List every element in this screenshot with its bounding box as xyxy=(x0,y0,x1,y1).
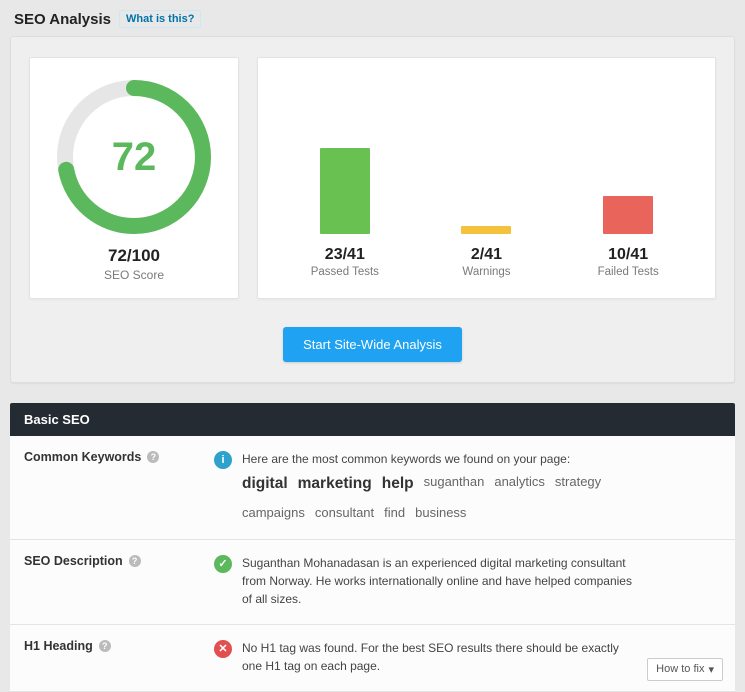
score-ratio: 72/100 xyxy=(108,246,160,266)
how-to-fix-button[interactable]: How to fix ▾ xyxy=(647,658,723,681)
score-sublabel: SEO Score xyxy=(104,268,164,282)
bar xyxy=(603,196,653,234)
bar-column xyxy=(558,196,698,234)
row-body: ✓ Suganthan Mohanadasan is an experienced… xyxy=(214,554,721,608)
info-icon: i xyxy=(214,451,232,469)
tests-bar-chart xyxy=(274,80,699,234)
bar-column xyxy=(275,148,415,234)
row-name: Common Keywords xyxy=(24,450,141,464)
row-name: H1 Heading xyxy=(24,639,93,653)
cards-row: 72 72/100 SEO Score 23/41 Passed Tests2/4… xyxy=(29,57,716,299)
check-icon: ✓ xyxy=(214,555,232,573)
keyword: help xyxy=(382,472,414,495)
bar-sublabel: Passed Tests xyxy=(275,266,415,278)
how-to-fix-label: How to fix xyxy=(656,663,704,675)
section-row: SEO Description?✓Suganthan Mohanadasan i… xyxy=(10,540,735,625)
page-header: SEO Analysis What is this? xyxy=(0,0,745,36)
score-card: 72 72/100 SEO Score xyxy=(29,57,239,299)
chevron-down-icon: ▾ xyxy=(708,663,714,676)
keyword: suganthan xyxy=(424,472,485,495)
section-row: H1 Heading?✕No H1 tag was found. For the… xyxy=(10,625,735,692)
score-ring: 72 xyxy=(57,80,211,234)
page-title: SEO Analysis xyxy=(14,11,111,28)
score-value: 72 xyxy=(57,80,211,234)
row-body: i Here are the most common keywords we fo… xyxy=(214,450,721,523)
bar-label-group: 10/41 Failed Tests xyxy=(558,234,698,278)
bar xyxy=(461,226,511,234)
keyword: business xyxy=(415,503,466,523)
row-left: SEO Description? xyxy=(24,554,214,568)
bar xyxy=(320,148,370,234)
section-row: Common Keywords?iHere are the most commo… xyxy=(10,436,735,540)
start-analysis-button[interactable]: Start Site-Wide Analysis xyxy=(283,327,462,362)
keyword: campaigns xyxy=(242,503,305,523)
bar-label-group: 23/41 Passed Tests xyxy=(275,234,415,278)
section-header: Basic SEO xyxy=(10,403,735,436)
bar-ratio: 2/41 xyxy=(416,246,556,264)
row-left: H1 Heading? xyxy=(24,639,214,653)
bar-ratio: 10/41 xyxy=(558,246,698,264)
bar-sublabel: Failed Tests xyxy=(558,266,698,278)
analysis-panel: 72 72/100 SEO Score 23/41 Passed Tests2/4… xyxy=(10,36,735,383)
tests-card: 23/41 Passed Tests2/41 Warnings10/41 Failed… xyxy=(257,57,716,299)
keyword: find xyxy=(384,503,405,523)
bar-label-group: 2/41 Warnings xyxy=(416,234,556,278)
keyword: marketing xyxy=(298,472,372,495)
row-content: No H1 tag was found. For the best SEO re… xyxy=(242,639,641,675)
keywords-list: digital marketing help suganthan analytics st… xyxy=(242,472,641,523)
bar-ratio: 23/41 xyxy=(275,246,415,264)
cta-row: Start Site-Wide Analysis xyxy=(29,327,716,362)
row-left: Common Keywords? xyxy=(24,450,214,464)
keyword: strategy xyxy=(555,472,601,495)
help-icon[interactable]: ? xyxy=(99,640,111,652)
keyword: digital xyxy=(242,472,288,495)
row-body: ✕ No H1 tag was found. For the best SEO r… xyxy=(214,639,721,675)
keyword: consultant xyxy=(315,503,374,523)
keywords-intro: Here are the most common keywords we fou… xyxy=(242,450,641,468)
keyword: analytics xyxy=(494,472,545,495)
help-link[interactable]: What is this? xyxy=(119,10,201,28)
basic-seo-section: Basic SEO Common Keywords?iHere are the … xyxy=(10,403,735,692)
error-icon: ✕ xyxy=(214,640,232,658)
help-icon[interactable]: ? xyxy=(129,555,141,567)
row-content: Suganthan Mohanadasan is an experienced … xyxy=(242,554,641,608)
row-name: SEO Description xyxy=(24,554,123,568)
help-icon[interactable]: ? xyxy=(147,451,159,463)
bar-sublabel: Warnings xyxy=(416,266,556,278)
bar-column xyxy=(416,226,556,234)
row-content: Here are the most common keywords we fou… xyxy=(242,450,641,523)
